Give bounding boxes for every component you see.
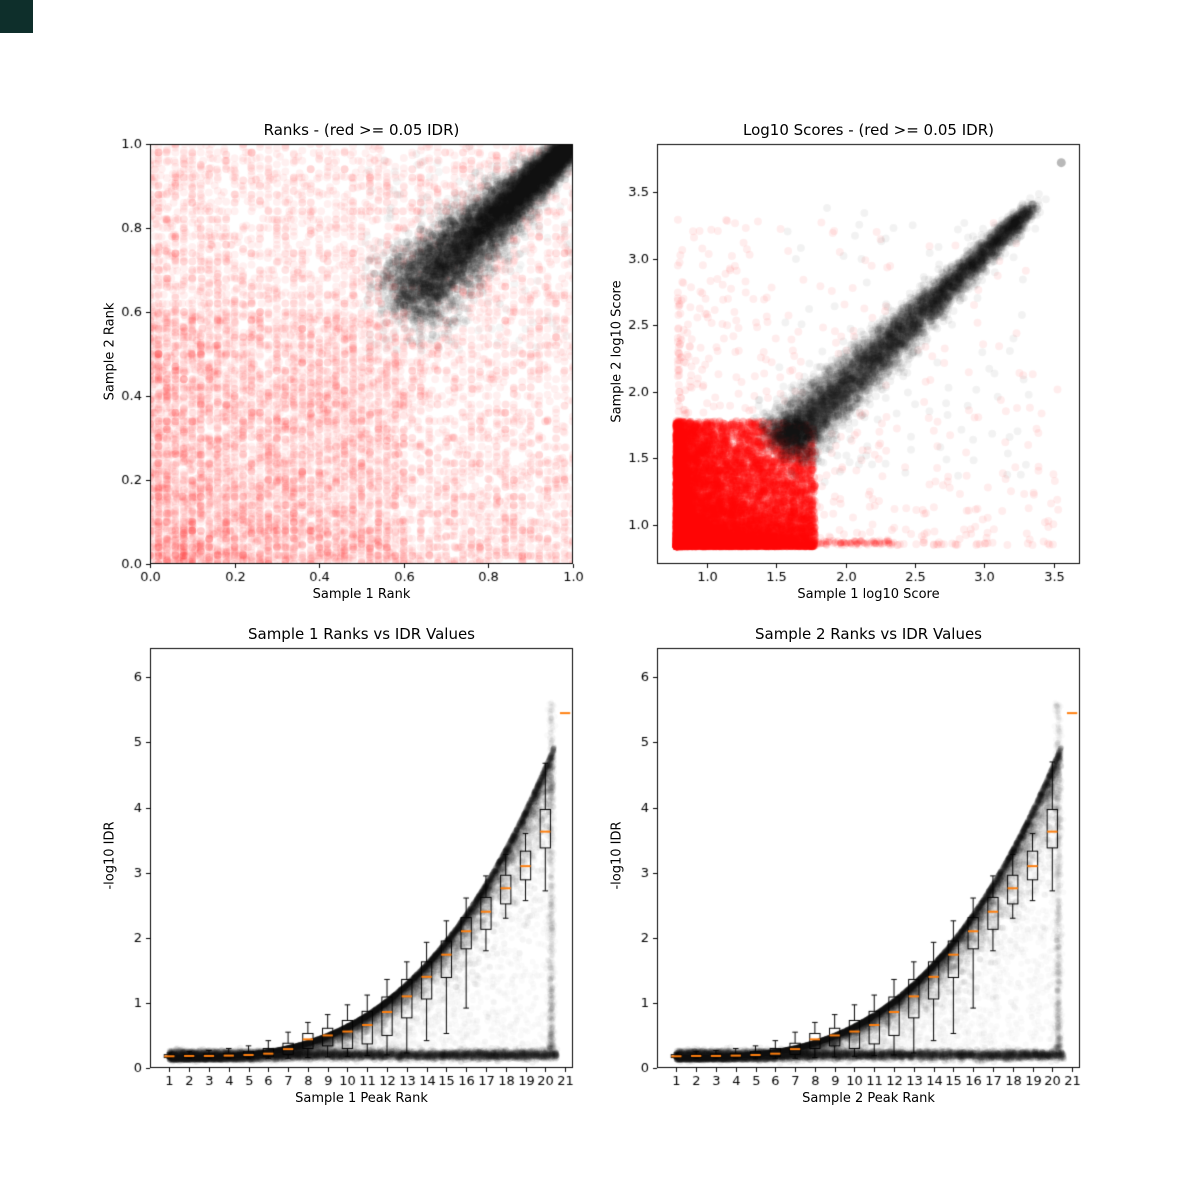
corner-artifact bbox=[0, 0, 33, 33]
scores-chart-title: Log10 Scores - (red >= 0.05 IDR) bbox=[743, 121, 994, 139]
scores-xaxis-label: Sample 1 log10 Score bbox=[797, 587, 940, 602]
ranks-yaxis-label: Sample 2 Rank bbox=[102, 302, 118, 401]
sample2-idr-chart-title: Sample 2 Ranks vs IDR Values bbox=[754, 625, 982, 643]
sample1-idr-xaxis-label: Sample 1 Peak Rank bbox=[295, 1091, 428, 1106]
sample1-idr-yaxis-label: -log10 IDR bbox=[102, 821, 118, 890]
ranks-xaxis-label: Sample 1 Rank bbox=[312, 587, 411, 602]
scores-yaxis-label: Sample 2 log10 Score bbox=[609, 280, 625, 423]
sample1-idr-chart-title: Sample 1 Ranks vs IDR Values bbox=[247, 625, 475, 643]
ranks-chart-title: Ranks - (red >= 0.05 IDR) bbox=[263, 121, 460, 139]
sample2-idr-xaxis-label: Sample 2 Peak Rank bbox=[802, 1091, 935, 1106]
sample2-idr-yaxis-label: -log10 IDR bbox=[609, 821, 625, 890]
